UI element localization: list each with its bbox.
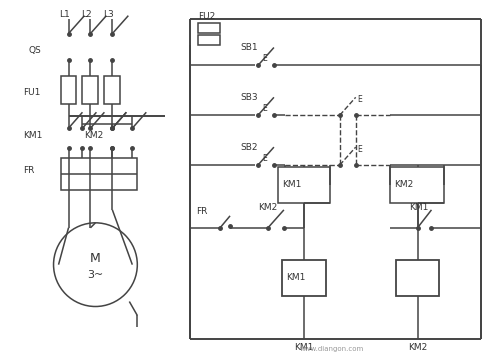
Text: E: E <box>262 54 267 63</box>
Text: QS: QS <box>29 46 41 55</box>
Text: FU2: FU2 <box>198 12 215 21</box>
Text: L2: L2 <box>81 10 92 19</box>
Bar <box>61 76 76 104</box>
Text: KM1: KM1 <box>23 131 42 140</box>
Bar <box>198 22 220 32</box>
Text: E: E <box>358 95 362 104</box>
Text: E: E <box>262 104 267 113</box>
Bar <box>278 167 330 203</box>
Text: 3~: 3~ <box>87 270 104 280</box>
Text: KM2: KM2 <box>408 343 427 352</box>
Bar <box>82 76 99 104</box>
Bar <box>105 76 120 104</box>
Text: www.diangon.com: www.diangon.com <box>300 346 364 352</box>
Bar <box>198 35 220 45</box>
Text: KM1: KM1 <box>286 273 305 282</box>
Text: E: E <box>262 154 267 162</box>
Text: KM2: KM2 <box>394 181 414 190</box>
Text: KM2: KM2 <box>84 131 104 140</box>
Bar <box>282 260 326 296</box>
Text: M: M <box>90 252 101 265</box>
Bar <box>395 260 439 296</box>
Text: KM1: KM1 <box>294 343 314 352</box>
Bar <box>389 167 445 203</box>
Text: L1: L1 <box>59 10 70 19</box>
Bar <box>61 158 138 190</box>
Text: E: E <box>358 145 362 154</box>
Text: KM1: KM1 <box>410 203 429 212</box>
Text: FR: FR <box>196 207 208 216</box>
Text: SB2: SB2 <box>240 143 257 152</box>
Text: KM1: KM1 <box>282 181 301 190</box>
Text: SB1: SB1 <box>240 43 258 52</box>
Text: L3: L3 <box>103 10 114 19</box>
Text: FR: FR <box>23 166 34 175</box>
Text: FU1: FU1 <box>23 88 40 97</box>
Text: KM2: KM2 <box>258 203 277 212</box>
Text: SB3: SB3 <box>240 93 258 102</box>
